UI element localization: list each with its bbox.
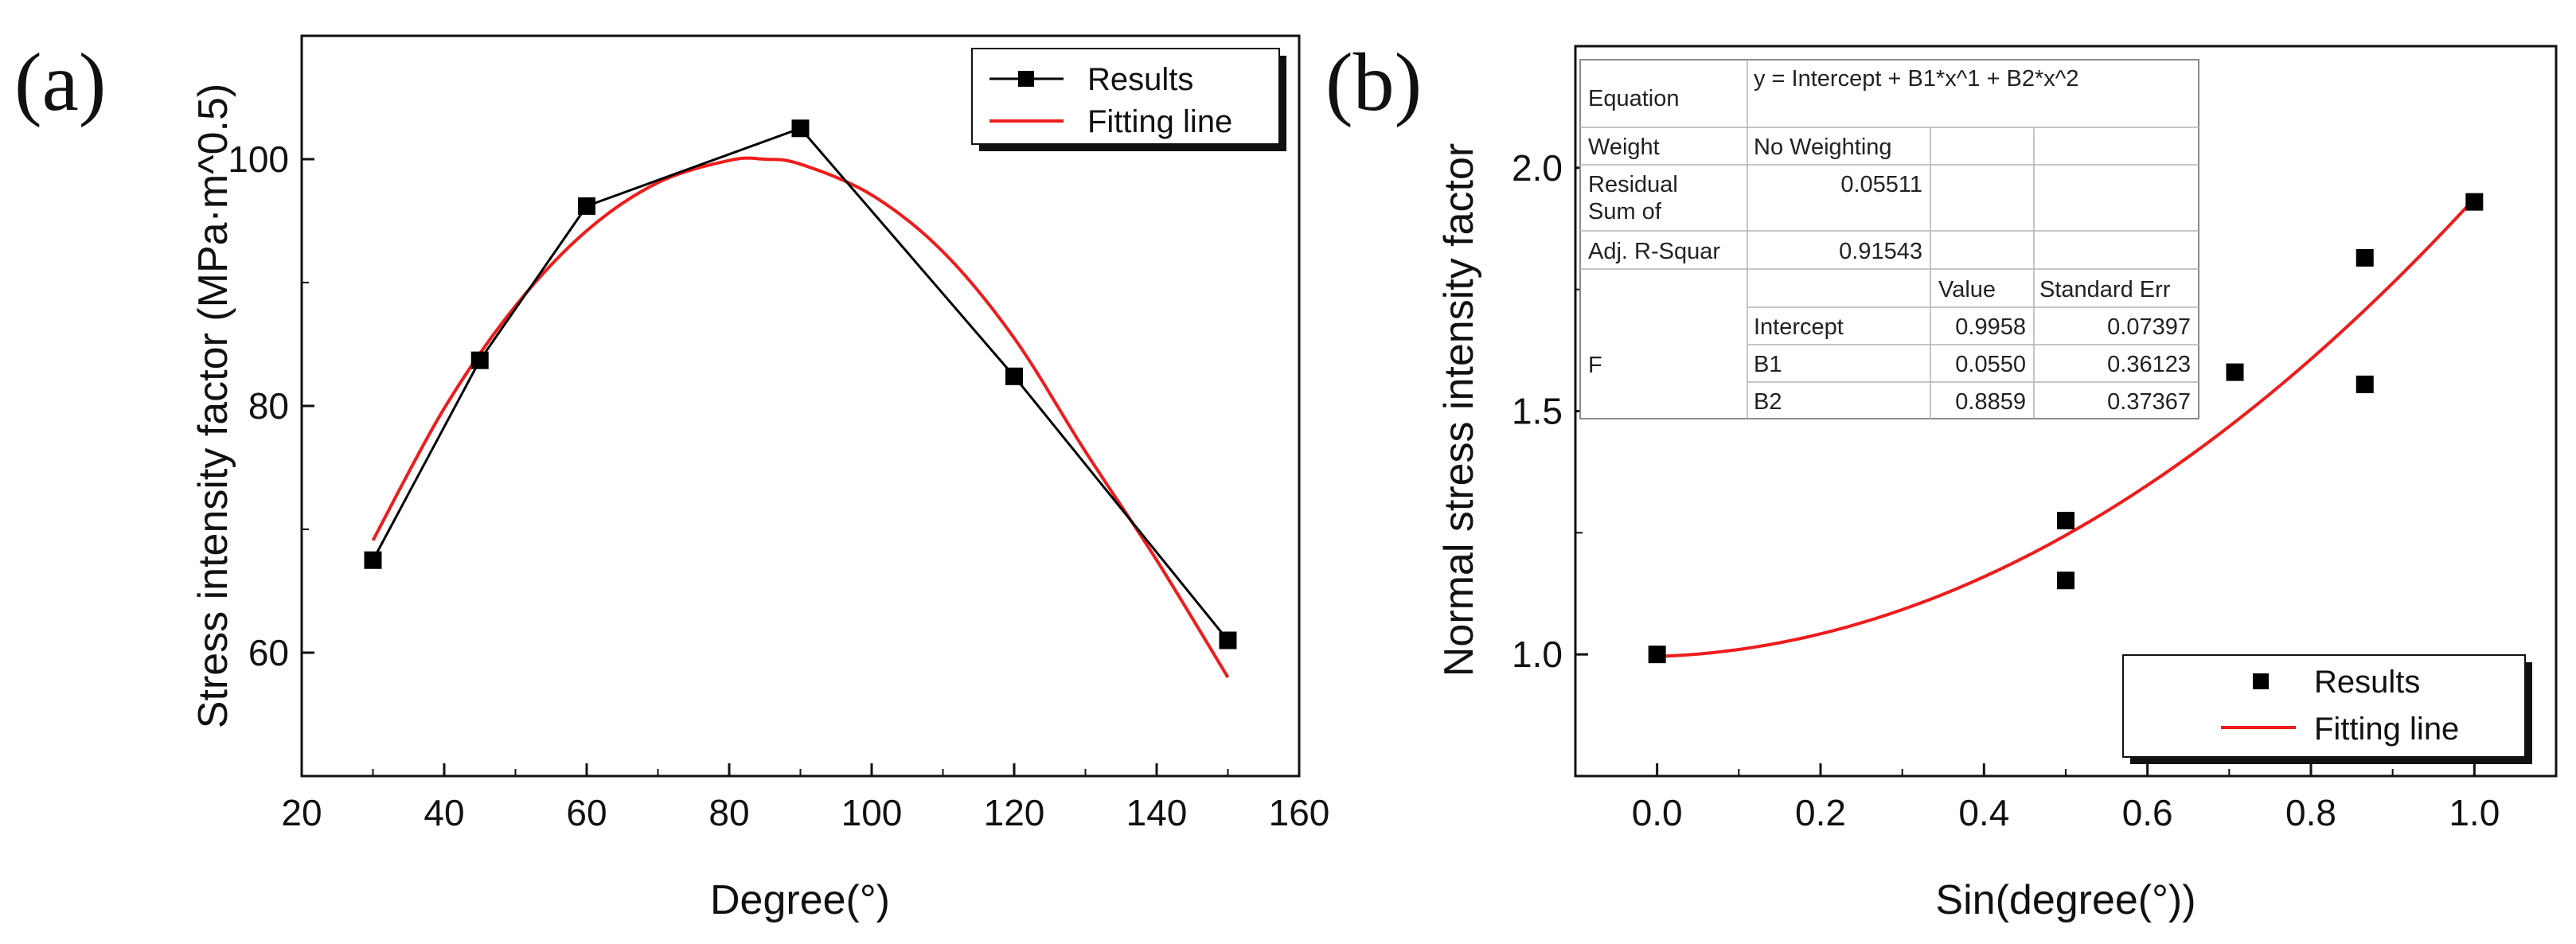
results-data-point [1648, 646, 1666, 664]
panel-a-legend-results-marker [1018, 71, 1034, 87]
panel-a-y-ticks: 60 80 100 [228, 35, 314, 777]
fit-table-grid [1580, 60, 2199, 419]
panel-b-series [1648, 193, 2484, 664]
panel-a-y-tick-label: 80 [248, 385, 289, 427]
fitting-line-curve [371, 156, 1230, 679]
fit-table-background [1579, 59, 2199, 419]
panel-b-legend-fit-label: Fitting line [2314, 712, 2459, 747]
panel-b-x-tick-label: 0.0 [1632, 792, 1683, 833]
panel-b-y-axis-title: Normal stress intensity factor [1436, 143, 1482, 677]
panel-a-x-tick-label: 120 [984, 792, 1045, 833]
results-data-point [2057, 571, 2074, 590]
fit-table-weight-value: No Weighting [1754, 135, 1892, 160]
panel-a-x-tick-label: 80 [708, 792, 749, 833]
fit-table-b1-label: B1 [1754, 352, 1782, 377]
panel-b-label: (b) [1325, 37, 1422, 128]
panel-b-x-tick-label: 0.2 [1795, 792, 1846, 833]
panel-a-series [364, 119, 1237, 679]
panel-a-y-tick-label: 60 [248, 632, 289, 673]
panel-a-y-axis-title: Stress intensity factor (MPa·m^0.5) [190, 84, 236, 728]
fit-table-b1-value: 0.0550 [1955, 352, 2026, 377]
panel-b-scatter-chart: (b) 0.0 0.2 0.4 0.6 0.8 1.0 1.0 1.5 2.0 Sin(deg… [1325, 37, 2558, 923]
panel-b-y-tick-label: 1.5 [1512, 391, 1563, 432]
panel-b-legend-box [2122, 654, 2526, 758]
panel-a-y-tick-label: 100 [228, 138, 289, 180]
panel-b-y-ticks: 1.0 1.5 2.0 [1512, 45, 1588, 777]
panel-b-x-tick-label: 0.4 [1958, 792, 2009, 833]
fit-table-f-label: F [1588, 353, 1602, 378]
fit-table-equation-label: Equation [1588, 86, 1680, 111]
results-data-point [2226, 363, 2244, 381]
panel-a-label: (a) [14, 37, 106, 128]
results-data-point [2057, 512, 2074, 530]
panel-b-legend-results-label: Results [2314, 665, 2420, 700]
panel-b-x-ticks: 0.0 0.2 0.4 0.6 0.8 1.0 [1575, 763, 2557, 833]
panel-a-legend-fit-label: Fitting line [1087, 104, 1232, 139]
panel-a-x-ticks: 20 40 60 80 100 120 140 160 [281, 763, 1329, 833]
fit-table-b1-stderr: 0.36123 [2107, 352, 2191, 377]
panel-b-legend: Results Fitting line [2122, 654, 2532, 764]
fit-table-intercept-value: 0.9958 [1955, 314, 2026, 340]
fit-table-equation-value: y = Intercept + B1*x^1 + B2*x^2 [1754, 66, 2078, 92]
panel-b-legend-results-marker [2253, 673, 2269, 689]
panel-a-line-chart: (a) 20 40 60 80 100 120 140 160 60 80 100 Degree(… [14, 34, 1329, 923]
panel-b-x-tick-label: 0.8 [2285, 792, 2336, 833]
panel-a-x-tick-label: 140 [1126, 792, 1188, 833]
panel-a-x-axis-title: Degree(°) [710, 877, 890, 923]
results-data-point [2355, 375, 2374, 393]
fit-table-stderr-header: Standard Err [2039, 277, 2171, 302]
fit-table-b2-stderr: 0.37367 [2107, 389, 2191, 415]
panel-a-legend-box [971, 48, 1280, 145]
results-data-point [791, 119, 810, 138]
panel-a-legend: Results Fitting line [971, 48, 1286, 151]
fit-table-residual-label-text: Residual [1588, 172, 1678, 197]
panel-b-x-tick-label: 1.0 [2449, 792, 2500, 833]
fit-statistics-table: Equation y = Intercept + B1*x^1 + B2*x^2… [1579, 59, 2199, 419]
results-data-point [470, 351, 489, 369]
results-data-point [578, 197, 595, 215]
results-data-point [2355, 248, 2374, 267]
panel-a-x-tick-label: 20 [281, 792, 322, 833]
panel-a-x-tick-label: 40 [423, 792, 464, 833]
fit-table-weight-label: Weight [1588, 135, 1660, 160]
fit-table-intercept-label: Intercept [1754, 314, 1844, 340]
panel-b-x-axis-title: Sin(degree(°)) [1935, 877, 2195, 923]
panel-a-x-tick-label: 60 [566, 792, 607, 833]
results-data-point [2465, 193, 2484, 211]
panel-b-y-tick-label: 1.0 [1512, 634, 1563, 675]
panel-b-y-tick-label: 2.0 [1512, 147, 1563, 189]
results-data-point [364, 551, 382, 569]
fit-table-intercept-stderr: 0.07397 [2107, 314, 2191, 340]
fit-table-b2-label: B2 [1754, 389, 1782, 415]
results-connecting-line [372, 127, 1229, 642]
panel-a-x-tick-label: 160 [1269, 792, 1330, 833]
fitting-line-curve [1657, 197, 2476, 658]
panel-a-x-tick-label: 100 [841, 792, 903, 833]
panel-a-legend-results-label: Results [1087, 62, 1193, 97]
fit-table-residual-value: 0.05511 [1840, 172, 1922, 197]
fit-table-value-header: Value [1938, 277, 1996, 302]
fit-table-residual-label-line2: Sum of [1588, 199, 1662, 224]
fit-table-b2-value: 0.8859 [1955, 389, 2026, 415]
results-data-point [1005, 367, 1023, 385]
panel-b-x-tick-label: 0.6 [2122, 792, 2173, 833]
fit-table-residual-label: Residual Sum of [1588, 172, 1684, 224]
fit-table-adj-r-label: Adj. R-Squar [1588, 239, 1720, 264]
fit-table-adj-r-value: 0.91543 [1839, 239, 1922, 264]
results-data-point [1219, 631, 1237, 649]
